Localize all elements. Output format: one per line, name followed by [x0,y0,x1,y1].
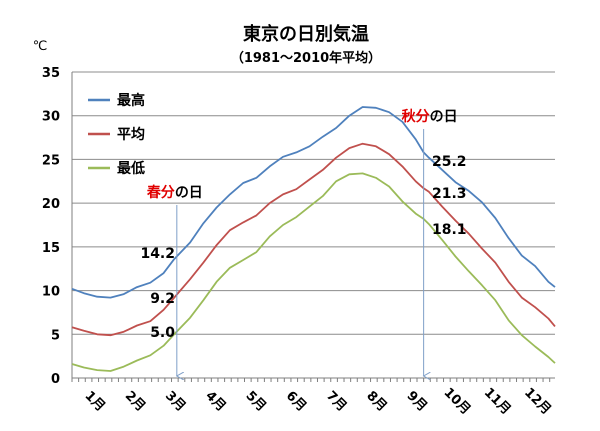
y-tick-label: 10 [42,285,60,300]
x-tick-label: 10月 [441,385,474,418]
y-tick-label: 0 [51,372,60,387]
value-label: 25.2 [432,154,467,170]
series-line [71,106,556,299]
x-tick-label: 3月 [162,388,188,414]
x-tick-label: 6月 [283,388,309,414]
value-label: 18.1 [432,222,467,238]
legend-label: 最高 [117,92,145,109]
legend-label: 最低 [117,160,145,177]
axes [71,72,555,382]
y-tick-label: 20 [42,197,60,212]
legend-label: 平均 [117,126,145,143]
annotation-label-emphasis: 春分 [146,184,175,201]
y-axis-unit-label: ℃ [33,39,48,54]
y-tick-label: 30 [42,110,60,125]
value-label: 5.0 [150,325,175,341]
series-lines [71,106,556,372]
grid [72,71,555,335]
value-label: 9.2 [150,291,175,307]
series-line [71,142,556,337]
annotation-label-suffix: の日 [175,185,203,201]
y-tick-label: 15 [42,241,60,256]
x-tick-label: 4月 [202,388,228,414]
chart-subtitle: （1981〜2010年平均） [231,50,381,66]
x-tick-label: 12月 [521,385,554,418]
x-tick-label: 7月 [323,388,349,414]
annotation-label: 秋分の日 [402,108,458,125]
annotation-label: 春分の日 [146,184,203,201]
x-tick-label: 5月 [243,388,269,414]
series-line [71,172,556,372]
chart-title: 東京の日別気温 [243,23,369,45]
x-tick-label: 9月 [404,388,430,414]
y-tick-label: 25 [42,153,60,168]
value-label: 21.3 [432,186,467,202]
x-tick-label: 2月 [122,388,148,414]
y-tick-label: 5 [51,328,60,343]
value-label: 14.2 [140,246,175,262]
annotation-label-suffix: の日 [430,109,458,125]
x-tick-label: 1月 [82,388,108,414]
y-tick-label: 35 [42,66,60,81]
x-tick-label: 11月 [481,385,514,418]
x-tick-label: 8月 [363,388,389,414]
annotation-label-emphasis: 秋分 [402,108,430,125]
